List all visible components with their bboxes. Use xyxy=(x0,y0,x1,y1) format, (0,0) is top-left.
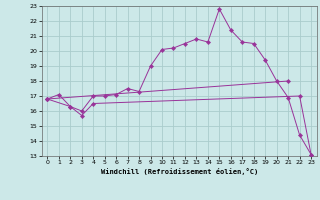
X-axis label: Windchill (Refroidissement éolien,°C): Windchill (Refroidissement éolien,°C) xyxy=(100,168,258,175)
